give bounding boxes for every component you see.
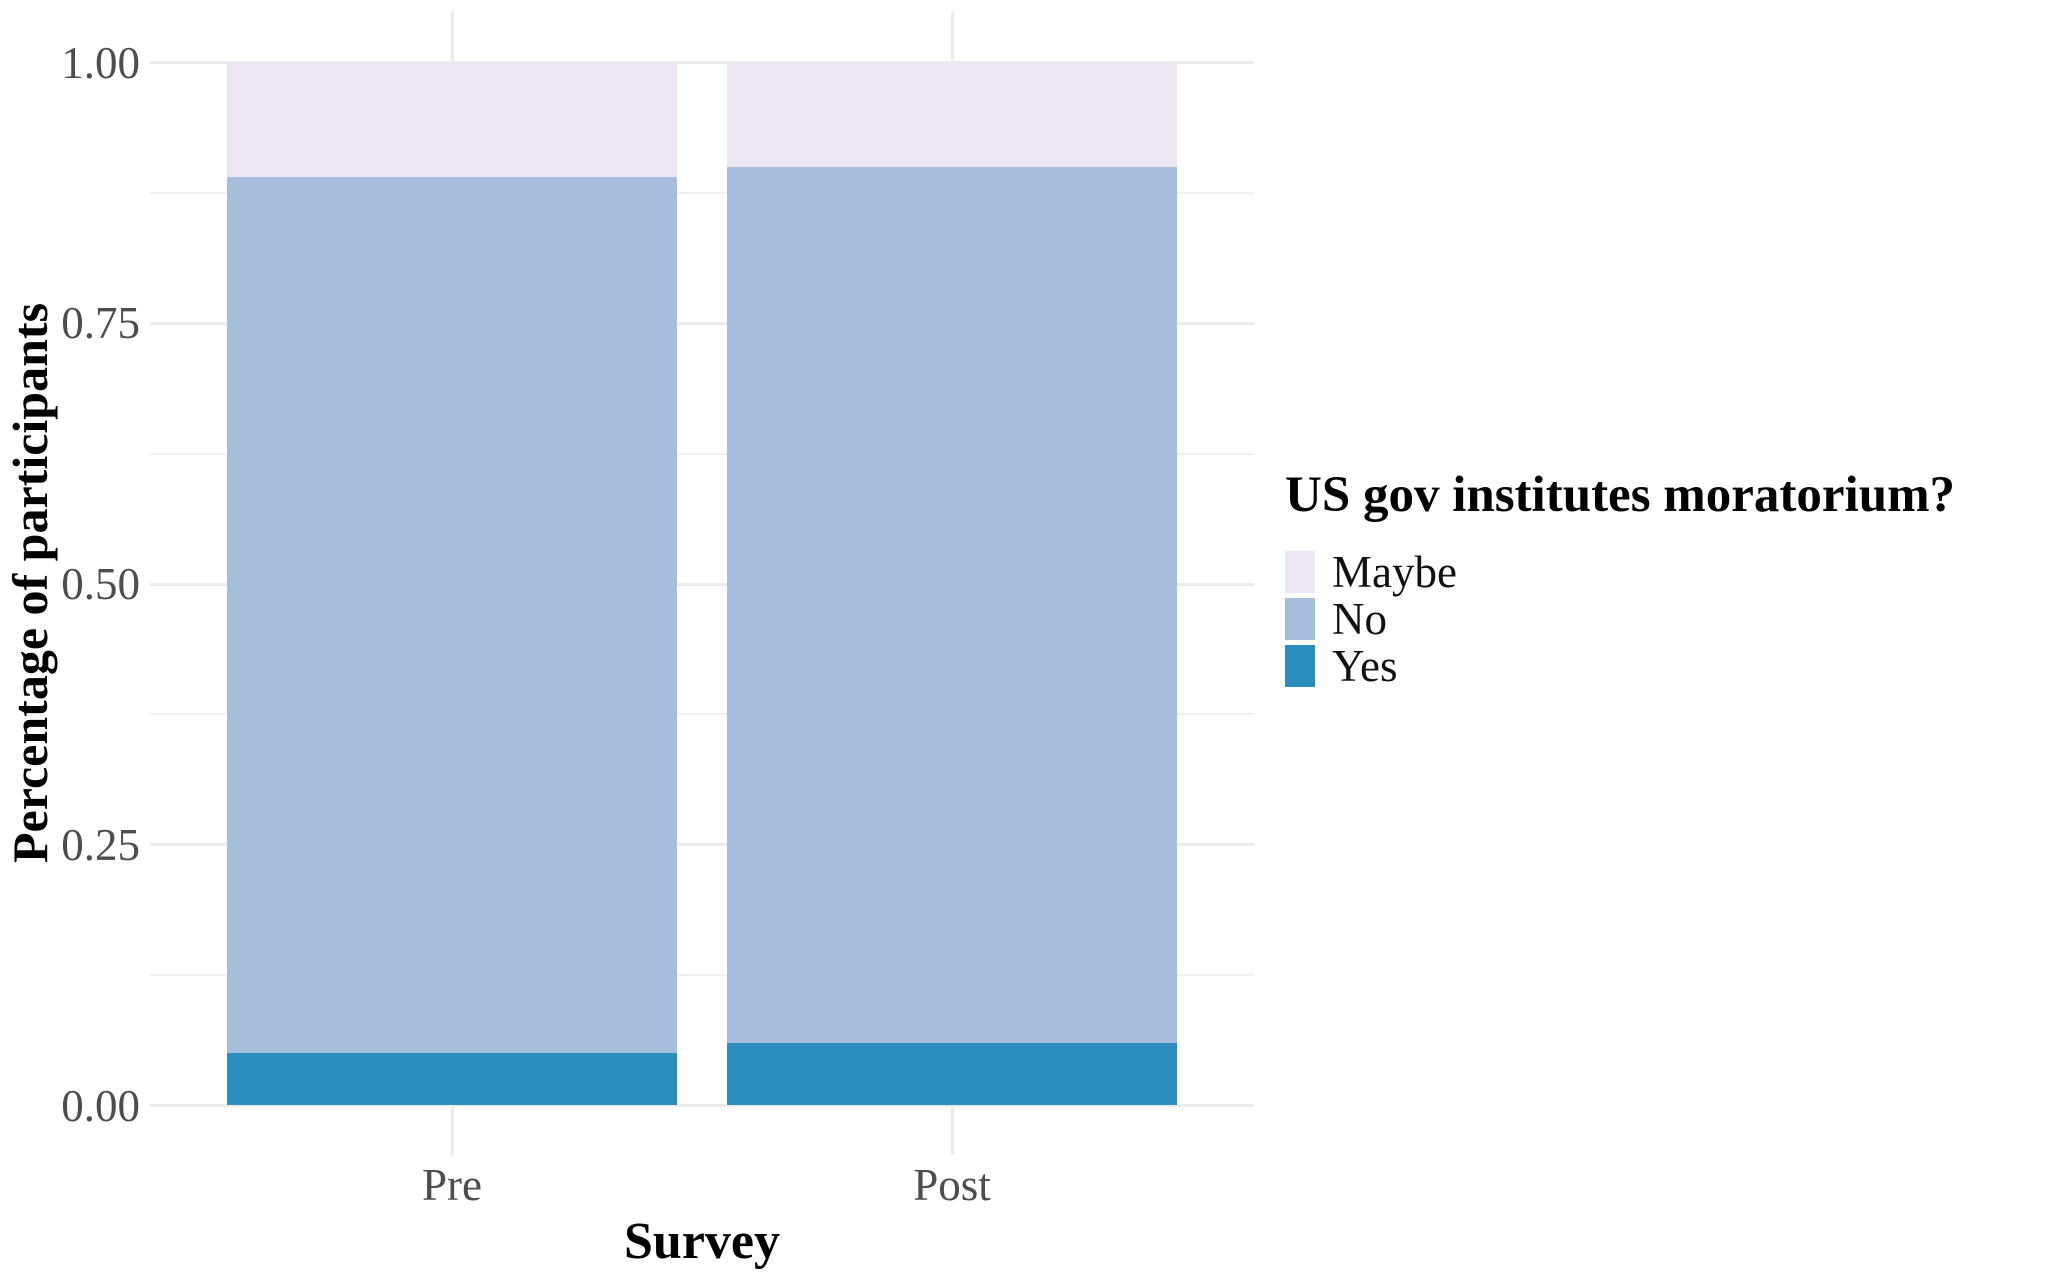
gridline-minor-y-0.375: [150, 713, 1254, 716]
gridline-major-y-0.75: [150, 321, 1254, 325]
y-tick-label-0.50: 0.50: [61, 559, 140, 609]
bar-post-maybe-segment: [727, 62, 1177, 167]
legend-item-label-no: No: [1332, 594, 1387, 644]
bar-pre-maybe-segment: [227, 62, 677, 178]
legend-item-yes: Yes: [1285, 641, 2048, 691]
legend-item-label-yes: Yes: [1332, 641, 1398, 691]
bar-post-yes-segment: [727, 1042, 1177, 1106]
y-tick-label-0.25: 0.25: [61, 819, 140, 870]
y-tick-label-1.00: 1.00: [61, 37, 140, 88]
gridline-minor-y-0.875: [150, 191, 1254, 194]
gridline-minor-y-0.125: [150, 974, 1254, 977]
legend: US gov institutes moratorium? Maybe No Yes: [1285, 466, 2048, 692]
legend-swatch-no: [1285, 598, 1315, 640]
gridline-major-y-0: [150, 1104, 1254, 1107]
legend-item-label-maybe: Maybe: [1332, 547, 1457, 597]
gridline-major-y-0.5: [150, 582, 1254, 586]
y-tick-label-0.75: 0.75: [61, 298, 140, 349]
bar-pre-no-segment: [227, 177, 677, 1054]
bar-post-no-segment: [727, 166, 1177, 1043]
x-tick-label-pre: Pre: [422, 1160, 482, 1210]
gridline-major-y-0.25: [150, 843, 1254, 847]
y-axis-title: Percentage of participants: [2, 302, 58, 864]
gridline-major-y-1: [150, 61, 1254, 64]
bar-pre-yes-segment: [227, 1053, 677, 1106]
x-tick-label-post: Post: [913, 1160, 991, 1210]
x-axis-title: Survey: [624, 1213, 780, 1270]
gridline-minor-y-0.625: [150, 452, 1254, 455]
legend-swatch-yes: [1285, 645, 1315, 687]
legend-title: US gov institutes moratorium?: [1285, 467, 1956, 523]
legend-item-no: No: [1285, 594, 2048, 644]
legend-item-maybe: Maybe: [1285, 547, 2048, 597]
legend-items: Maybe No Yes: [1285, 547, 2048, 691]
y-tick-label-0.00: 0.00: [61, 1080, 140, 1131]
legend-swatch-maybe: [1285, 551, 1315, 593]
